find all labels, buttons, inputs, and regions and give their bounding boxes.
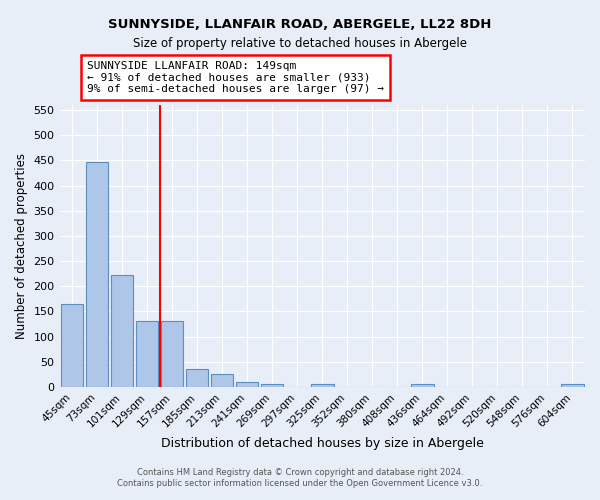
- Bar: [236, 382, 259, 387]
- Bar: [111, 274, 133, 387]
- Bar: [561, 384, 584, 387]
- Bar: [411, 384, 434, 387]
- Bar: [86, 162, 109, 387]
- X-axis label: Distribution of detached houses by size in Abergele: Distribution of detached houses by size …: [161, 437, 484, 450]
- Text: SUNNYSIDE LLANFAIR ROAD: 149sqm
← 91% of detached houses are smaller (933)
9% of: SUNNYSIDE LLANFAIR ROAD: 149sqm ← 91% of…: [87, 61, 384, 94]
- Text: Contains HM Land Registry data © Crown copyright and database right 2024.
Contai: Contains HM Land Registry data © Crown c…: [118, 468, 482, 487]
- Text: SUNNYSIDE, LLANFAIR ROAD, ABERGELE, LL22 8DH: SUNNYSIDE, LLANFAIR ROAD, ABERGELE, LL22…: [109, 18, 491, 30]
- Text: Size of property relative to detached houses in Abergele: Size of property relative to detached ho…: [133, 38, 467, 51]
- Y-axis label: Number of detached properties: Number of detached properties: [15, 153, 28, 339]
- Bar: [211, 374, 233, 387]
- Bar: [261, 384, 283, 387]
- Bar: [311, 384, 334, 387]
- Bar: [161, 322, 184, 387]
- Bar: [61, 304, 83, 387]
- Bar: [186, 370, 208, 387]
- Bar: [136, 322, 158, 387]
